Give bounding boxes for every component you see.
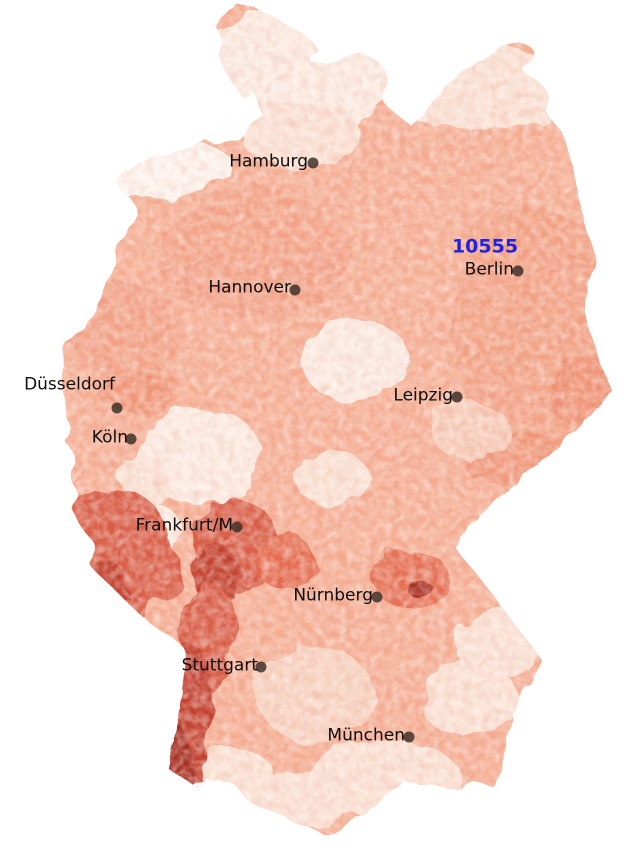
city-label-hannover: Hannover bbox=[208, 277, 291, 298]
city-dot-stuttgart bbox=[255, 661, 267, 673]
city-dots-layer bbox=[111, 157, 524, 743]
city-dot-m-nchen bbox=[403, 731, 415, 743]
city-label-k-ln: Köln bbox=[91, 427, 128, 448]
city-dot-leipzig bbox=[451, 391, 463, 403]
city-label-n-rnberg: Nürnberg bbox=[293, 585, 373, 606]
city-label-m-nchen: München bbox=[327, 725, 405, 746]
annotation-value: 10555 bbox=[451, 235, 519, 258]
city-label-hamburg: Hamburg bbox=[229, 151, 308, 172]
city-dot-hamburg bbox=[307, 157, 319, 169]
city-dot-k-ln bbox=[125, 433, 137, 445]
city-label-frankfurt-m: Frankfurt/M bbox=[135, 515, 233, 536]
city-label-leipzig: Leipzig bbox=[393, 385, 453, 406]
city-dot-n-rnberg bbox=[371, 591, 383, 603]
lake-constance bbox=[193, 780, 233, 794]
city-dot-d-sseldorf bbox=[111, 402, 123, 414]
city-label-d-sseldorf: Düsseldorf bbox=[24, 374, 115, 395]
city-dot-hannover bbox=[289, 284, 301, 296]
city-label-berlin: Berlin bbox=[464, 259, 514, 280]
city-label-stuttgart: Stuttgart bbox=[181, 655, 258, 676]
city-dot-frankfurt-m bbox=[231, 521, 243, 533]
city-dot-berlin bbox=[512, 265, 524, 277]
